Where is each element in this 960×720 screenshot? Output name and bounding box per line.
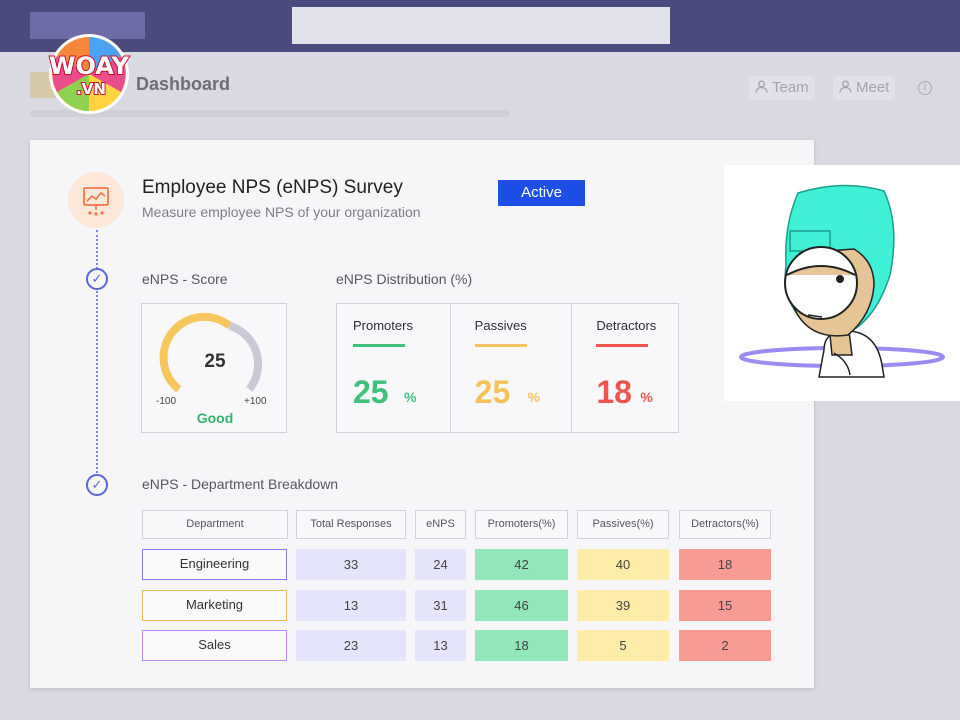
survey-chart-icon xyxy=(68,172,124,228)
score-rating: Good xyxy=(196,410,234,426)
distribution-label: Detractors xyxy=(596,318,657,333)
table-row-department[interactable]: Sales xyxy=(142,630,287,661)
table-cell-passives: 40 xyxy=(577,549,669,580)
user-icon xyxy=(839,76,852,100)
distribution-panel: Promoters 25 % Passives 25 % Detractors … xyxy=(336,303,679,433)
distribution-bar xyxy=(596,344,649,347)
score-value: 25 xyxy=(204,351,226,372)
table-cell-enps: 24 xyxy=(415,549,466,580)
distribution-label: Passives xyxy=(474,318,527,333)
score-gauge-panel: 25 -100 +100 Good xyxy=(141,303,287,433)
team-button[interactable]: Team xyxy=(749,76,815,100)
distribution-unit: % xyxy=(404,389,417,405)
table-row-department[interactable]: Engineering xyxy=(142,549,287,580)
distribution-detractors: Detractors 18 % xyxy=(572,304,678,432)
breakdown-section-label: eNPS - Department Breakdown xyxy=(142,476,339,492)
status-badge[interactable]: Active xyxy=(498,180,585,206)
distribution-unit: % xyxy=(640,389,653,405)
score-gauge xyxy=(159,312,263,393)
timeline-connector xyxy=(96,230,98,485)
distribution-passives: Passives 25 % xyxy=(451,304,573,432)
user-icon xyxy=(755,76,768,100)
table-cell-responses: 13 xyxy=(296,590,406,621)
table-cell-enps: 13 xyxy=(415,630,466,661)
table-header-passives: Passives(%) xyxy=(577,510,669,539)
info-icon[interactable]: i xyxy=(918,81,932,95)
table-header-responses: Total Responses xyxy=(296,510,406,539)
table-header-promoters: Promoters(%) xyxy=(475,510,568,539)
table-cell-detractors: 15 xyxy=(679,590,771,621)
meet-button[interactable]: Meet xyxy=(833,76,896,100)
table-cell-passives: 39 xyxy=(577,590,669,621)
check-icon: ✓ xyxy=(86,268,108,290)
gauge-arc-track xyxy=(228,321,263,392)
table-cell-promoters: 46 xyxy=(475,590,568,621)
score-section-label: eNPS - Score xyxy=(142,271,228,287)
table-cell-promoters: 18 xyxy=(475,630,568,661)
distribution-value: 25 xyxy=(353,374,389,410)
distribution-bar xyxy=(474,344,527,347)
table-header-enps: eNPS xyxy=(415,510,466,539)
page-title: Dashboard xyxy=(136,74,231,94)
check-icon: ✓ xyxy=(86,474,108,496)
table-cell-responses: 23 xyxy=(296,630,406,661)
distribution-bar xyxy=(353,344,405,347)
title-underline xyxy=(30,110,510,117)
top-navigation-bar xyxy=(0,0,960,52)
distribution-value: 18 xyxy=(596,374,632,410)
distribution-section-label: eNPS Distribution (%) xyxy=(336,271,473,287)
table-header-detractors: Detractors(%) xyxy=(679,510,771,539)
table-cell-detractors: 18 xyxy=(679,549,771,580)
table-header-department: Department xyxy=(142,510,288,539)
survey-title: Employee NPS (eNPS) Survey xyxy=(142,177,403,198)
distribution-unit: % xyxy=(527,389,541,405)
search-input[interactable] xyxy=(292,7,670,44)
meet-button-label: Meet xyxy=(856,79,890,96)
table-cell-responses: 33 xyxy=(296,549,406,580)
table-cell-passives: 5 xyxy=(577,630,669,661)
score-min-label: -100 xyxy=(156,396,177,407)
distribution-promoters: Promoters 25 % xyxy=(337,304,451,432)
table-cell-enps: 31 xyxy=(415,590,466,621)
table-cell-promoters: 42 xyxy=(475,549,568,580)
logo-wordmark: WOAY xyxy=(49,52,130,80)
table-row-department[interactable]: Marketing xyxy=(142,590,287,621)
gauge-arc-fill xyxy=(159,312,233,393)
team-button-label: Team xyxy=(772,79,809,96)
distribution-value: 25 xyxy=(474,374,511,410)
table-cell-detractors: 2 xyxy=(679,630,771,661)
woay-logo[interactable]: WOAY .VN xyxy=(33,30,145,118)
survey-subtitle: Measure employee NPS of your organizatio… xyxy=(142,204,421,220)
logo-domain: .VN xyxy=(76,80,106,98)
avatar-illustration xyxy=(724,165,960,401)
score-max-label: +100 xyxy=(244,396,267,407)
distribution-label: Promoters xyxy=(353,318,413,333)
